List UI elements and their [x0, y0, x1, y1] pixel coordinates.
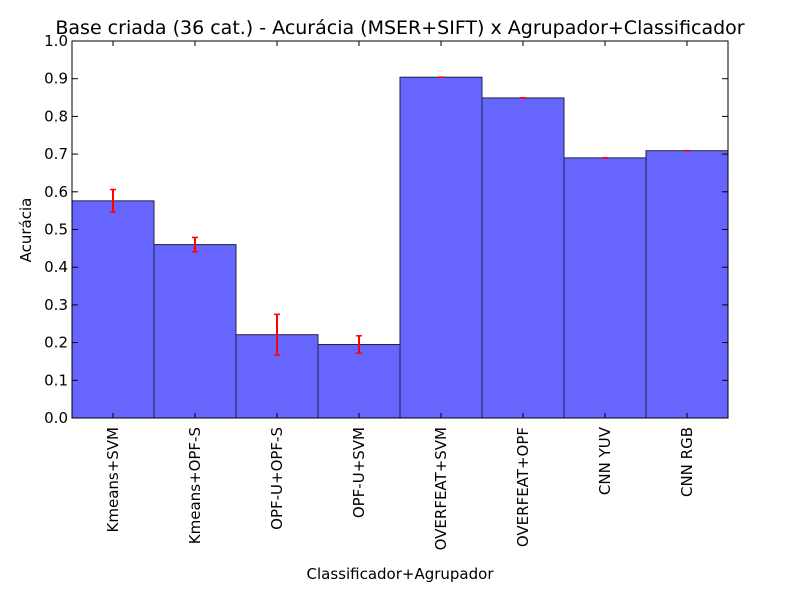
y-tick-label: 0.9 [44, 70, 68, 88]
y-tick-label: 0.0 [44, 409, 68, 427]
bar-7 [563, 157, 647, 419]
y-tick-label: 0.3 [44, 296, 68, 314]
error-bar-2 [192, 236, 198, 253]
y-axis-label: Acurácia [17, 198, 35, 263]
error-bar-1 [110, 188, 116, 213]
y-tick-label: 0.7 [44, 145, 68, 163]
error-bar-3 [274, 313, 280, 356]
y-tick-label: 0.1 [44, 371, 68, 389]
bars-layer [71, 76, 729, 419]
x-tick-label: OPF-U+SVM [350, 427, 368, 518]
bar-1 [71, 200, 155, 419]
y-axis: 0.0 0.1 0.2 0.3 0.4 0.5 0.6 0.7 0.8 0.9 1.0 [44, 32, 728, 427]
x-tick-label: Kmeans+OPF-S [186, 427, 204, 544]
x-tick-label: OVERFEAT+SVM [432, 427, 450, 550]
bar-5 [399, 76, 483, 419]
bar-2 [153, 244, 237, 419]
x-tick-label: CNN YUV [596, 426, 614, 495]
y-tick-label: 0.2 [44, 334, 68, 352]
error-bar-4 [356, 335, 362, 354]
y-tick-label: 0.6 [44, 183, 68, 201]
bar-8 [645, 150, 729, 419]
y-tick-label: 0.4 [44, 258, 68, 276]
x-tick-label: CNN RGB [678, 427, 696, 497]
error-bars-layer [110, 76, 690, 356]
y-tick-label: 0.8 [44, 107, 68, 125]
y-tick-label: 0.5 [44, 221, 68, 239]
x-tick-label: OPF-U+OPF-S [268, 427, 286, 530]
bar-6 [481, 97, 565, 419]
x-axis: Kmeans+SVM Kmeans+OPF-S OPF-U+OPF-S OPF-U+S… [104, 41, 696, 550]
chart-title: Base criada (36 cat.) - Acurácia (MSER+S… [55, 17, 744, 39]
x-tick-label: OVERFEAT+OPF [514, 427, 532, 547]
x-tick-label: Kmeans+SVM [104, 427, 122, 532]
bar-4 [317, 343, 401, 419]
x-axis-label: Classificador+Agrupador [307, 565, 495, 583]
y-tick-label: 1.0 [44, 32, 68, 50]
